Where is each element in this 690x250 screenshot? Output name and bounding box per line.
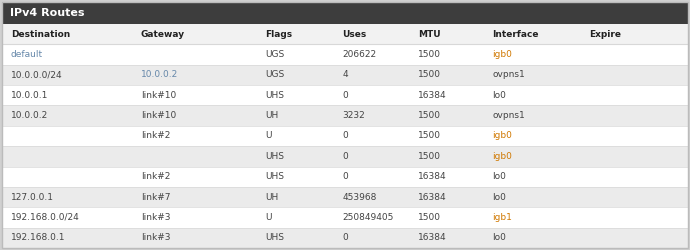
Text: 4: 4 [342,70,348,80]
Text: 0: 0 [342,91,348,100]
Bar [2,126,688,146]
Text: 1500: 1500 [418,50,441,59]
Text: 192.168.0.1: 192.168.0.1 [11,233,66,242]
Text: igb0: igb0 [493,132,513,140]
Text: link#3: link#3 [141,233,170,242]
Text: 206622: 206622 [342,50,376,59]
Text: Expire: Expire [589,30,621,39]
Bar [0,0,690,2]
Text: UH: UH [265,192,278,202]
Text: 10.0.0.1: 10.0.0.1 [11,91,48,100]
Text: 10.0.0.2: 10.0.0.2 [141,70,178,80]
Text: 16384: 16384 [418,91,446,100]
Text: link#2: link#2 [141,172,170,181]
Text: lo0: lo0 [493,91,506,100]
Text: 0: 0 [342,233,348,242]
Text: 10.0.0.0/24: 10.0.0.0/24 [11,70,63,80]
Text: igb0: igb0 [493,50,513,59]
Text: Destination: Destination [11,30,70,39]
Bar [2,65,688,85]
Bar [2,166,688,187]
Bar [2,187,688,207]
Bar [2,228,688,248]
Text: ovpns1: ovpns1 [493,111,525,120]
Text: Gateway: Gateway [141,30,185,39]
Text: IPv4 Routes: IPv4 Routes [10,8,85,18]
Text: U: U [265,132,271,140]
Text: Flags: Flags [265,30,292,39]
Bar [2,146,688,167]
Text: 16384: 16384 [418,172,446,181]
Text: 1500: 1500 [418,70,441,80]
Text: 192.168.0.0/24: 192.168.0.0/24 [11,213,80,222]
Text: link#2: link#2 [141,132,170,140]
Text: 1500: 1500 [418,132,441,140]
Text: UHS: UHS [265,91,284,100]
Text: 16384: 16384 [418,233,446,242]
Bar [2,24,688,44]
Text: 250849405: 250849405 [342,213,393,222]
Bar [2,106,688,126]
Text: Interface: Interface [493,30,539,39]
Text: 1500: 1500 [418,111,441,120]
Text: default: default [11,50,43,59]
Text: link#10: link#10 [141,91,176,100]
Text: 0: 0 [342,132,348,140]
Text: Uses: Uses [342,30,366,39]
Text: lo0: lo0 [493,172,506,181]
Bar [2,207,688,228]
Text: UHS: UHS [265,233,284,242]
Text: MTU: MTU [418,30,441,39]
Text: UGS: UGS [265,70,284,80]
Bar [2,2,688,24]
Text: UHS: UHS [265,172,284,181]
Text: 0: 0 [342,152,348,161]
Text: 16384: 16384 [418,192,446,202]
Text: igb1: igb1 [493,213,513,222]
Text: lo0: lo0 [493,233,506,242]
Text: igb0: igb0 [493,152,513,161]
Text: 1500: 1500 [418,152,441,161]
Text: 1500: 1500 [418,213,441,222]
Text: ovpns1: ovpns1 [493,70,525,80]
Text: UGS: UGS [265,50,284,59]
Bar [2,44,688,65]
Bar [2,85,688,105]
Text: UH: UH [265,111,278,120]
Text: 0: 0 [342,172,348,181]
Text: U: U [265,213,271,222]
Text: 3232: 3232 [342,111,365,120]
Text: UHS: UHS [265,152,284,161]
Text: 127.0.0.1: 127.0.0.1 [11,192,54,202]
Text: lo0: lo0 [493,192,506,202]
Text: 453968: 453968 [342,192,377,202]
Text: link#10: link#10 [141,111,176,120]
Text: link#3: link#3 [141,213,170,222]
Text: link#7: link#7 [141,192,170,202]
Text: 10.0.0.2: 10.0.0.2 [11,111,48,120]
Bar [0,248,690,250]
